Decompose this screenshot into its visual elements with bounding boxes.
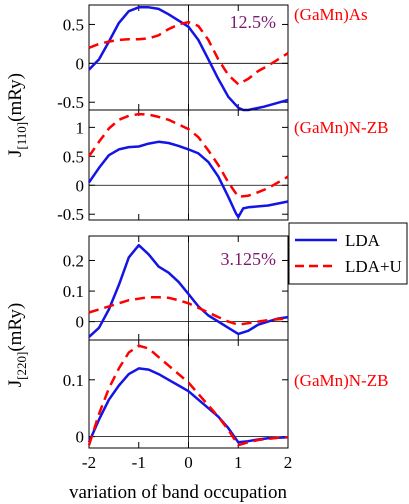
x-tick-label: -1 <box>132 453 146 472</box>
panel-1: -0.5 0 0.5 (GaMn)As 12.5% <box>57 4 368 112</box>
x-tick-label: -2 <box>82 453 96 472</box>
y-label-bottom-unit: (mRy) <box>5 303 26 352</box>
series-line-lda <box>88 243 289 338</box>
y-label-bottom-main: J <box>5 380 26 387</box>
series-line-ldau <box>88 20 289 86</box>
legend-box <box>288 222 408 285</box>
y-tick-label: 0.1 <box>63 371 84 390</box>
y-label-top: J[110](mRy) <box>5 73 29 157</box>
panel-label: (GaMn)As <box>294 5 368 24</box>
y-tick-label: -0.5 <box>57 205 84 224</box>
y-tick-label: 0.1 <box>63 282 84 301</box>
x-axis-label: variation of band occupation <box>69 482 287 503</box>
y-label-bottom-sub: [220] <box>14 352 29 380</box>
x-tick-label: 0 <box>184 453 193 472</box>
y-label-top-unit: (mRy) <box>5 73 26 122</box>
legend-label-ldau: LDA+U <box>345 257 402 276</box>
y-label-bottom: J[220](mRy) <box>5 303 29 387</box>
svg-text:J[110](mRy): J[110](mRy) <box>5 73 29 157</box>
y-tick-label: 0.2 <box>63 251 84 270</box>
svg-text:J[220](mRy): J[220](mRy) <box>5 303 29 387</box>
y-tick-label: 0.5 <box>63 147 84 166</box>
panel-label: (GaMn)N-ZB <box>294 118 388 137</box>
x-tick-label: 2 <box>284 453 293 472</box>
panel-2: -0.5 0 0.5 1 (GaMn)N-ZB <box>57 109 388 224</box>
panels: -0.5 0 0.5 (GaMn)As 12.5% -0.5 0 0.5 1 (GaMn)N-ZB… <box>57 4 388 449</box>
y-tick-label: 1 <box>76 118 85 137</box>
legend: LDA LDA+U <box>288 222 408 285</box>
series-line-lda <box>87 140 289 219</box>
series-line-ldau <box>87 344 289 447</box>
y-tick-label: -0.5 <box>57 93 84 112</box>
y-tick-label: 0 <box>76 54 85 73</box>
y-tick-label: 0 <box>76 176 85 195</box>
y-tick-label: 0 <box>76 313 85 332</box>
series-line-ldau <box>87 112 289 199</box>
legend-label-lda: LDA <box>345 231 381 250</box>
panel-annotation: 12.5% <box>230 12 277 32</box>
series-line-ldau <box>88 295 289 326</box>
x-tick-label: 1 <box>234 453 243 472</box>
panel-annotation: 3.125% <box>221 249 277 269</box>
y-tick-label: 0 <box>76 428 85 447</box>
panel-label: (GaMn)N-ZB <box>294 371 388 390</box>
panel-4: 0 0.1 (GaMn)N-ZB <box>63 339 388 449</box>
y-label-top-main: J <box>5 150 26 157</box>
y-label-top-sub: [110] <box>14 122 29 150</box>
x-tick-labels: -2 -1 0 1 2 <box>82 453 292 472</box>
y-tick-label: 0.5 <box>63 15 84 34</box>
